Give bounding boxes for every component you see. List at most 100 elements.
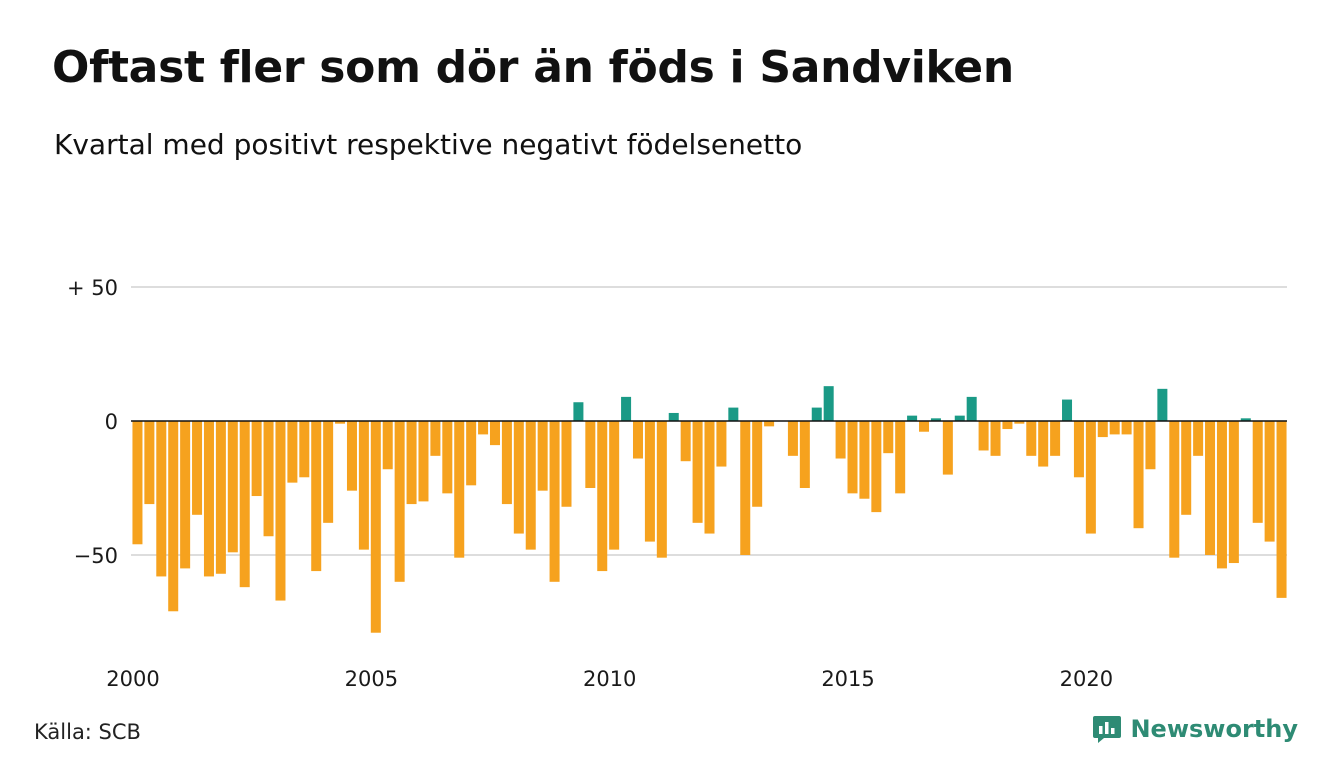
bar [323,421,334,523]
bar [1097,421,1108,438]
bar [787,421,798,456]
bar [525,421,536,550]
bar [239,421,250,588]
x-tick-label: 2015 [821,667,874,691]
bar [1109,421,1120,435]
bar [716,421,727,467]
bar [132,421,143,545]
x-tick-label: 2000 [106,667,159,691]
bar [930,418,941,421]
bar [1014,421,1025,424]
bar [978,421,989,451]
bar [287,421,298,483]
bar [680,421,691,462]
bar [1157,388,1168,421]
bar [1026,421,1037,456]
bar [871,421,882,513]
bar [430,421,441,456]
bar [907,415,918,421]
bar [1050,421,1061,456]
bar [501,421,512,505]
bar [644,421,655,542]
bar [406,421,417,505]
bar [632,421,644,459]
bar [740,421,751,555]
bar [251,421,262,497]
bar [1216,421,1227,569]
bar [668,412,679,421]
bar [621,396,632,421]
bar [799,421,810,488]
bar [704,421,715,534]
bar [1252,421,1263,523]
bar [346,421,357,491]
bar [1228,421,1239,564]
bar [919,421,930,432]
bar [215,421,226,574]
bar [954,415,965,421]
bar [1240,418,1251,421]
y-tick-label: −50 [74,544,118,568]
bar [764,421,775,427]
bar [1121,421,1132,435]
bar [692,421,703,523]
bar [966,396,977,421]
bar [335,421,346,424]
bar [573,402,584,421]
bar [811,407,822,421]
bar [489,421,500,446]
chart-title: Oftast fler som dör än föds i Sandviken [52,42,1014,93]
bar [358,421,369,550]
bar [1085,421,1096,534]
y-tick-label: + 50 [67,276,118,300]
bar [656,421,667,558]
bar [847,421,858,494]
bar [478,421,489,435]
bar [382,421,393,470]
x-tick-label: 2020 [1060,667,1113,691]
bars [131,386,1287,633]
bar [1073,421,1084,478]
bar [1062,399,1073,421]
bar [203,421,214,577]
bar [394,421,405,582]
bar [883,421,894,454]
source-note: Källa: SCB [34,720,141,744]
bar [549,421,560,582]
bar [513,421,524,534]
bar [728,407,739,421]
bar [144,421,155,505]
bar [156,421,167,577]
bar [1264,421,1275,542]
axis-labels: + 50 0 −50 2000 2005 2010 2015 2020 [67,276,1113,691]
bar [442,421,453,494]
bar [609,421,620,550]
bar [1205,421,1216,555]
bar [942,421,953,475]
brand-name: Newsworthy [1130,715,1298,743]
bar [859,421,870,499]
bar [752,421,763,507]
bar-chart: + 50 0 −50 2000 2005 2010 2015 2020 [67,276,1287,691]
bar [1038,421,1049,467]
bar [311,421,322,572]
chart-subtitle: Kvartal med positivt respektive negativt… [54,128,803,161]
x-tick-label: 2005 [345,667,398,691]
bar [299,421,310,478]
bar [1145,421,1156,470]
bar [835,421,846,459]
bar [418,421,429,502]
y-tick-label: 0 [105,410,118,434]
bar [263,421,274,537]
bar [895,421,906,494]
bar [561,421,572,507]
bar [597,421,608,572]
gridlines [131,286,1287,556]
x-tick-label: 2010 [583,667,636,691]
bar [823,386,834,421]
bar [585,421,596,488]
bar [1181,421,1192,515]
bar [180,421,191,569]
bar [1169,421,1180,558]
bar [1276,421,1287,598]
